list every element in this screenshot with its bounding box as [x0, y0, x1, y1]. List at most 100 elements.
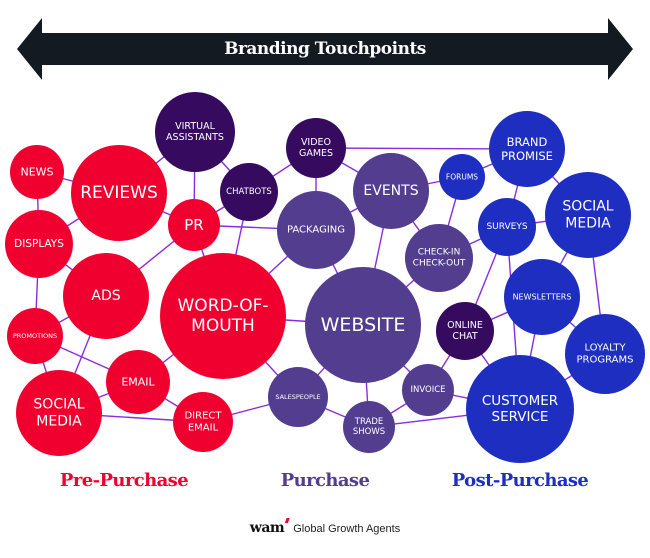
- node-promotions: PROMOTIONS: [7, 308, 63, 364]
- node-reviews: REVIEWS: [71, 145, 167, 241]
- stage-label-post-purchase: Post-Purchase: [451, 470, 589, 491]
- node-label: SURVEYS: [486, 222, 527, 232]
- double-headed-arrow-icon: [17, 18, 633, 80]
- node-label: PROMISE: [501, 149, 553, 163]
- node-circle: [402, 364, 454, 416]
- node-displays: DISPLAYS: [5, 210, 73, 278]
- node-surveys: SURVEYS: [478, 198, 536, 256]
- header-arrow: Branding Touchpoints: [17, 18, 633, 80]
- node-label: TRADE: [354, 417, 383, 427]
- node-label: EMAIL: [188, 423, 219, 434]
- diagram-title: Branding Touchpoints: [224, 39, 426, 59]
- node-label: DIRECT: [184, 411, 222, 422]
- node-circle: [436, 302, 494, 360]
- node-circle: [63, 253, 149, 339]
- node-label: LOYALTY: [584, 343, 626, 354]
- brand-wordmark: wam: [250, 518, 291, 536]
- node-packaging: PACKAGING: [277, 191, 355, 269]
- brand-accent-icon: [285, 518, 291, 523]
- node-label: SERVICE: [492, 409, 549, 425]
- node-circle: [478, 198, 536, 256]
- node-label: DISPLAYS: [14, 238, 64, 250]
- node-chatbots: CHATBOTS: [220, 163, 278, 221]
- node-label: SOCIAL: [562, 199, 613, 215]
- node-ads: ADS: [63, 253, 149, 339]
- node-label: NEWS: [20, 166, 53, 179]
- node-label: CHECK-OUT: [413, 258, 466, 268]
- node-circle: [10, 145, 64, 199]
- node-label: MEDIA: [36, 413, 82, 429]
- node-circle: [353, 153, 429, 229]
- node-invoice: INVOICE: [402, 364, 454, 416]
- node-pr: PR: [168, 199, 220, 251]
- node-circle: [7, 308, 63, 364]
- node-circle: [71, 145, 167, 241]
- node-label: SHOWS: [353, 427, 385, 437]
- node-circle: [16, 370, 102, 456]
- node-label: PROMOTIONS: [13, 332, 57, 340]
- node-label: VIRTUAL: [175, 121, 215, 132]
- node-circle: [173, 392, 233, 452]
- node-label: EMAIL: [121, 376, 155, 389]
- node-label: CHAT: [452, 331, 478, 342]
- node-label: VIDEO: [301, 137, 331, 148]
- node-label: WEBSITE: [321, 314, 406, 336]
- node-news: NEWS: [10, 145, 64, 199]
- node-label: PROGRAMS: [577, 355, 634, 366]
- node-label: INVOICE: [410, 385, 445, 395]
- node-circle: [106, 350, 170, 414]
- node-label: EVENTS: [363, 183, 418, 199]
- node-circle: [305, 267, 421, 383]
- node-label: ADS: [91, 288, 120, 304]
- node-circle: [5, 210, 73, 278]
- node-circle: [504, 259, 580, 335]
- node-circle: [466, 355, 574, 463]
- node-label: SALESPEOPLE: [275, 393, 320, 401]
- touchpoint-nodes: NEWS REVIEWS DISPLAYS PR ADS PROMOTIONS WORD-O…: [5, 92, 645, 463]
- node-circle: [439, 154, 485, 200]
- node-word-of-mouth: WORD-OF-MOUTH: [160, 253, 286, 379]
- node-label: SOCIAL: [33, 397, 84, 413]
- node-events: EVENTS: [353, 153, 429, 229]
- stage-label-purchase: Purchase: [280, 470, 370, 491]
- node-label: CUSTOMER: [482, 393, 558, 409]
- node-circle: [220, 163, 278, 221]
- node-label: NEWSLETTERS: [513, 293, 572, 302]
- node-label: MOUTH: [191, 316, 255, 336]
- node-salespeople: SALESPEOPLE: [268, 367, 328, 427]
- stage-label-pre-purchase: Pre-Purchase: [59, 470, 189, 491]
- node-label: WORD-OF-: [178, 296, 269, 316]
- node-circle: [343, 401, 395, 453]
- node-label: FORUMS: [446, 173, 478, 182]
- node-circle: [565, 314, 645, 394]
- node-circle: [168, 199, 220, 251]
- node-circle: [545, 172, 631, 258]
- node-circle: [155, 92, 235, 172]
- node-label: CHATBOTS: [226, 187, 272, 197]
- node-email: EMAIL: [106, 350, 170, 414]
- node-label: PR: [184, 216, 203, 234]
- node-label: PACKAGING: [287, 225, 345, 236]
- node-label: ONLINE: [447, 320, 483, 331]
- node-circle: [268, 367, 328, 427]
- brand-tagline: Global Growth Agents: [293, 523, 401, 535]
- node-circle: [405, 224, 473, 292]
- node-label: ASSISTANTS: [166, 132, 224, 143]
- node-newsletters: NEWSLETTERS: [504, 259, 580, 335]
- node-label: REVIEWS: [80, 183, 158, 203]
- node-circle: [489, 111, 565, 187]
- node-website: WEBSITE: [305, 267, 421, 383]
- node-label: CHECK-IN: [418, 248, 461, 258]
- node-label: MEDIA: [565, 215, 611, 231]
